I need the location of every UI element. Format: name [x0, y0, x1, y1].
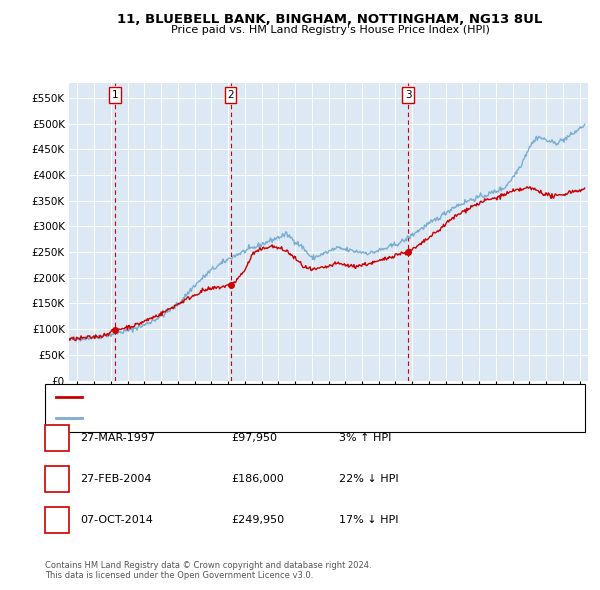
Text: 3: 3: [405, 90, 412, 100]
Text: 07-OCT-2014: 07-OCT-2014: [80, 516, 152, 525]
Text: 3: 3: [53, 516, 61, 525]
Text: 17% ↓ HPI: 17% ↓ HPI: [339, 516, 398, 525]
Text: 2: 2: [53, 474, 61, 484]
Text: £97,950: £97,950: [231, 433, 277, 442]
Text: 22% ↓ HPI: 22% ↓ HPI: [339, 474, 398, 484]
Text: 11, BLUEBELL BANK, BINGHAM, NOTTINGHAM, NG13 8UL: 11, BLUEBELL BANK, BINGHAM, NOTTINGHAM, …: [118, 13, 542, 26]
Text: HPI: Average price, detached house, Rushcliffe: HPI: Average price, detached house, Rush…: [88, 414, 317, 424]
Text: £186,000: £186,000: [231, 474, 284, 484]
Text: 11, BLUEBELL BANK, BINGHAM, NOTTINGHAM, NG13 8UL (detached house): 11, BLUEBELL BANK, BINGHAM, NOTTINGHAM, …: [88, 392, 457, 402]
Text: Price paid vs. HM Land Registry's House Price Index (HPI): Price paid vs. HM Land Registry's House …: [170, 25, 490, 35]
Text: 1: 1: [112, 90, 118, 100]
Text: 27-MAR-1997: 27-MAR-1997: [80, 433, 155, 442]
Text: £249,950: £249,950: [231, 516, 284, 525]
Text: 3% ↑ HPI: 3% ↑ HPI: [339, 433, 391, 442]
Text: 27-FEB-2004: 27-FEB-2004: [80, 474, 151, 484]
Text: Contains HM Land Registry data © Crown copyright and database right 2024.
This d: Contains HM Land Registry data © Crown c…: [45, 560, 371, 580]
Text: 1: 1: [53, 433, 61, 442]
Text: 2: 2: [227, 90, 234, 100]
